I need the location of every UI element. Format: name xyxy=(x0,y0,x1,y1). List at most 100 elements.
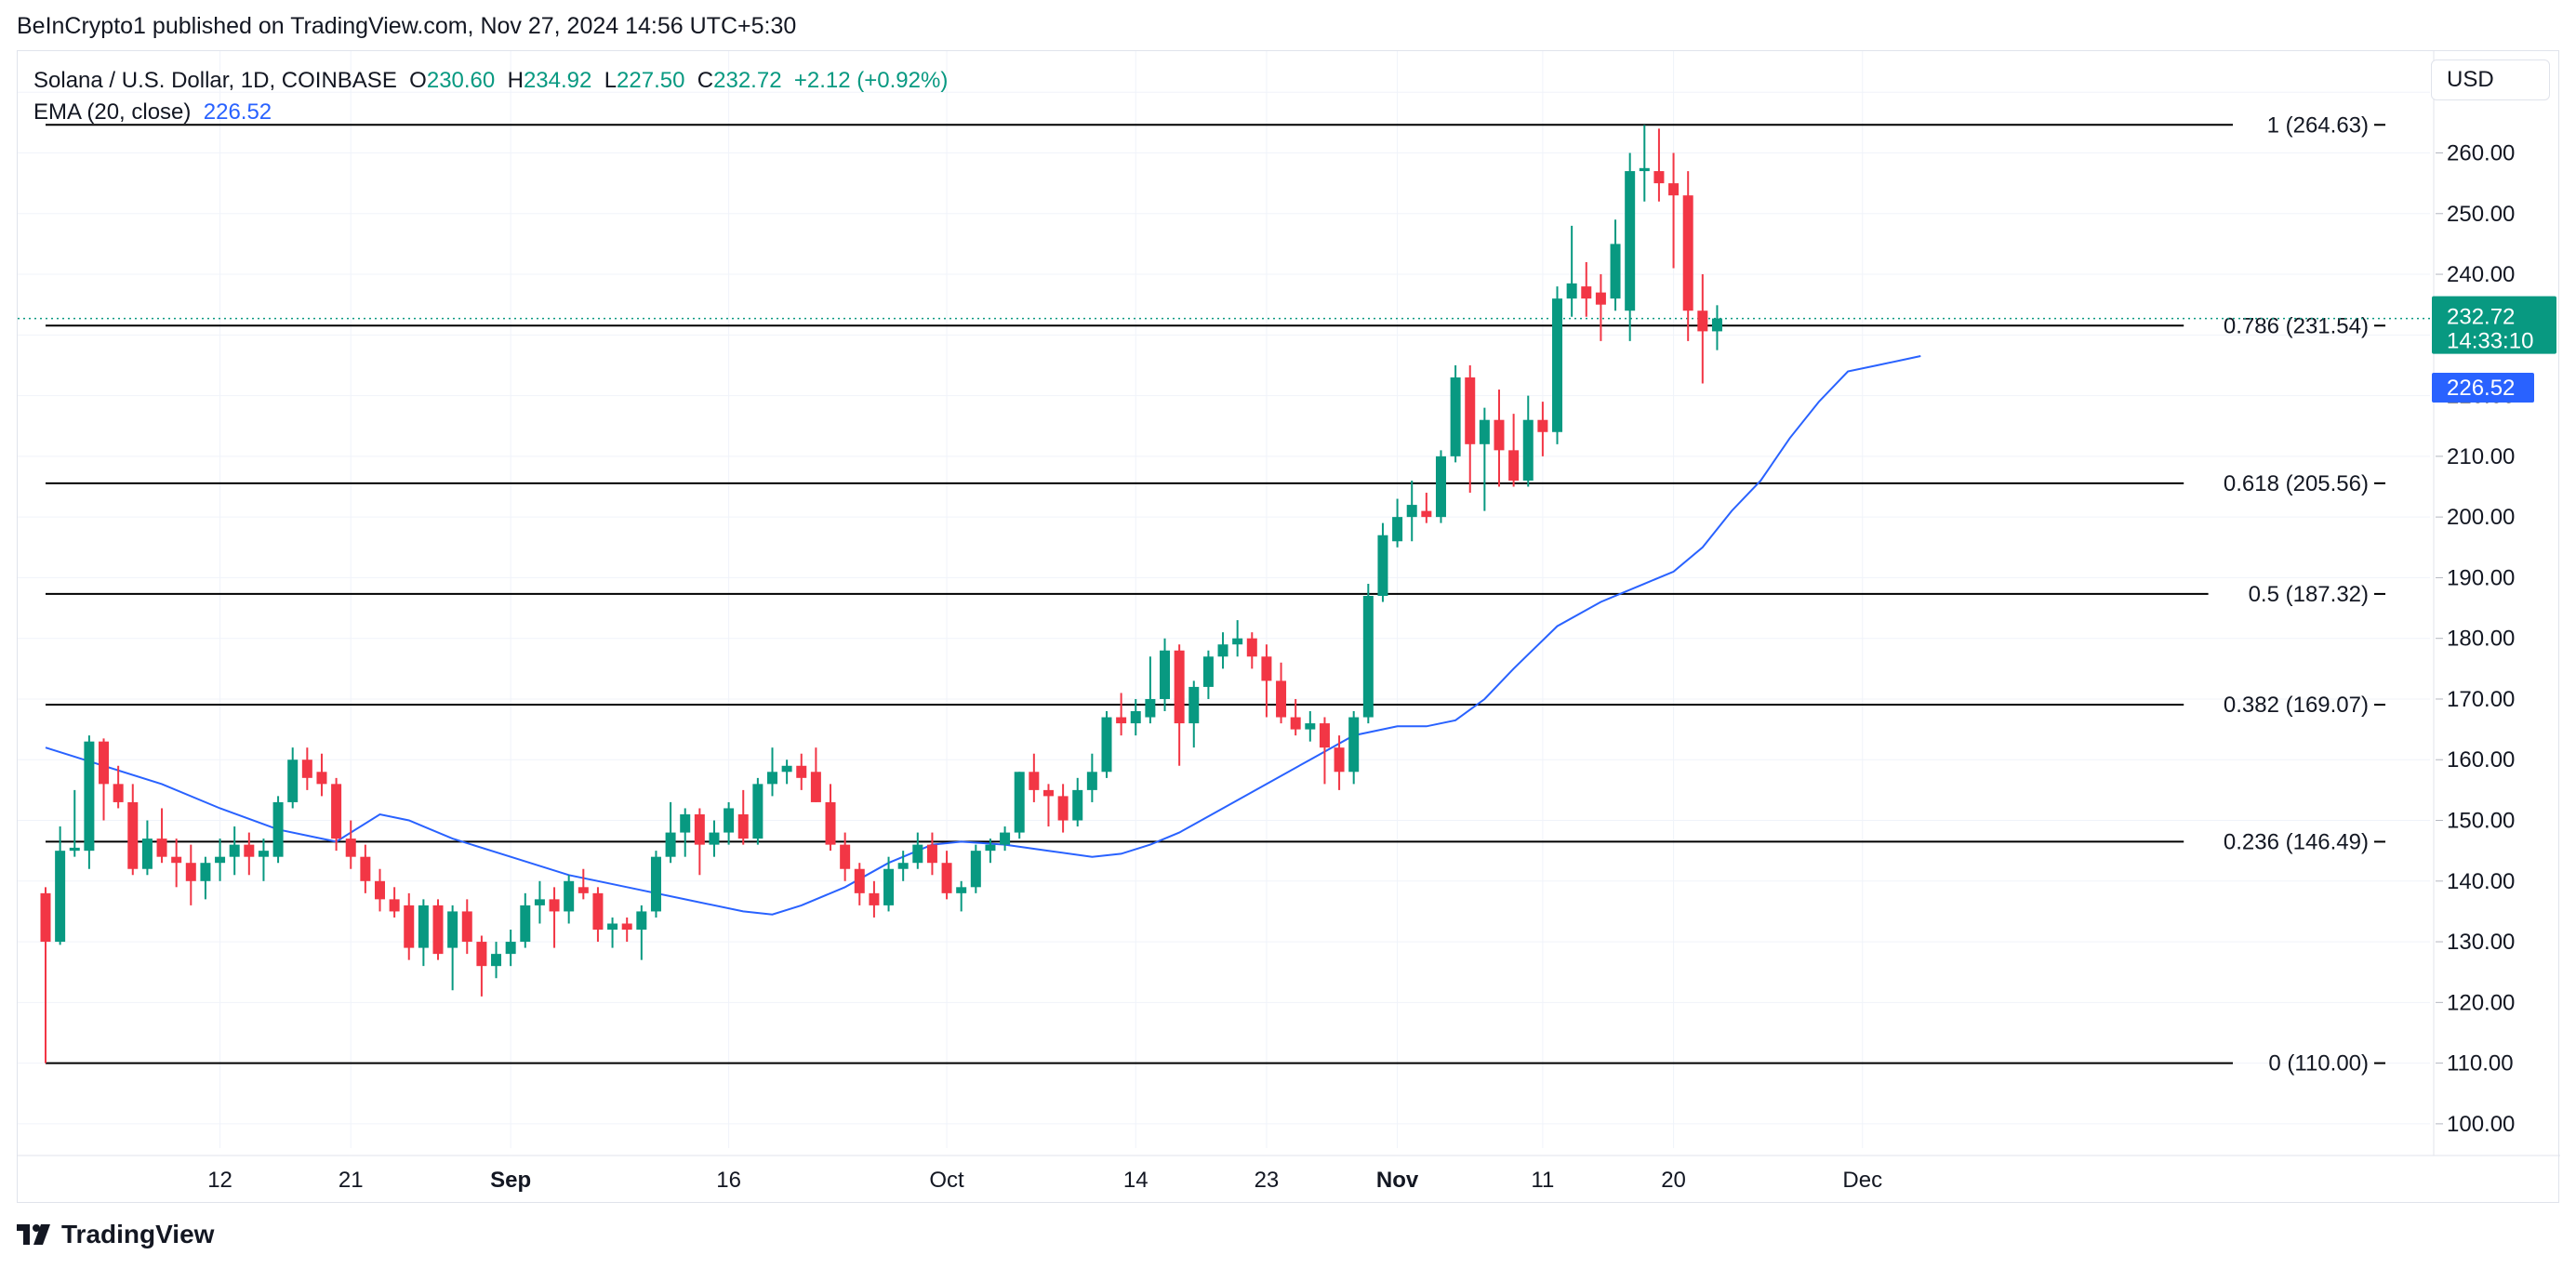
candle-body[interactable] xyxy=(1000,832,1011,845)
candle-body[interactable] xyxy=(1290,717,1301,730)
candle-body[interactable] xyxy=(1406,505,1417,518)
candle-body[interactable] xyxy=(752,784,764,839)
candle-body[interactable] xyxy=(767,772,777,785)
candle-body[interactable] xyxy=(99,741,110,785)
candle-body[interactable] xyxy=(1261,656,1272,681)
candle-body[interactable] xyxy=(476,942,487,967)
candle-body[interactable] xyxy=(1421,510,1432,518)
candle-body[interactable] xyxy=(1377,535,1388,596)
currency-button[interactable]: USD xyxy=(2431,59,2550,100)
ema-label[interactable]: EMA (20, close) xyxy=(33,99,192,125)
candle-body[interactable] xyxy=(549,899,560,912)
tradingview-logo[interactable]: TradingView xyxy=(17,1220,214,1249)
candle-body[interactable] xyxy=(1101,717,1112,773)
candle-body[interactable] xyxy=(1392,517,1403,542)
price-chart[interactable]: 1 (264.63) 0.786 (231.54) 0.618 (205.56) 0.… xyxy=(18,51,2560,1204)
candle-body[interactable] xyxy=(345,839,356,857)
candle-body[interactable] xyxy=(1276,680,1287,718)
candle-body[interactable] xyxy=(607,923,618,931)
candle-body[interactable] xyxy=(985,844,996,852)
candle-body[interactable] xyxy=(447,911,458,948)
candle-body[interactable] xyxy=(1697,310,1708,332)
candle-body[interactable] xyxy=(810,772,821,802)
candle-body[interactable] xyxy=(1305,723,1316,730)
candle-body[interactable] xyxy=(389,899,400,912)
candle-body[interactable] xyxy=(1625,171,1636,311)
candle-body[interactable] xyxy=(1246,638,1257,657)
candle-body[interactable] xyxy=(1653,171,1665,184)
candle-body[interactable] xyxy=(1537,419,1548,432)
candle-body[interactable] xyxy=(840,844,851,869)
candle-body[interactable] xyxy=(185,863,196,881)
candle-body[interactable] xyxy=(1014,772,1025,833)
candle-body[interactable] xyxy=(956,887,967,893)
candle-body[interactable] xyxy=(1334,747,1345,773)
candle-body[interactable] xyxy=(578,887,589,893)
candle-body[interactable] xyxy=(621,923,632,931)
candle-body[interactable] xyxy=(520,905,531,943)
candle-body[interactable] xyxy=(1465,377,1476,444)
candle-body[interactable] xyxy=(374,880,385,900)
candle-body[interactable] xyxy=(897,863,909,869)
candle-body[interactable] xyxy=(1566,283,1577,299)
candle-body[interactable] xyxy=(404,905,415,948)
candle-body[interactable] xyxy=(432,905,444,955)
candle-body[interactable] xyxy=(724,808,735,833)
candle-body[interactable] xyxy=(1435,456,1446,518)
candle-body[interactable] xyxy=(1522,419,1534,481)
candle-body[interactable] xyxy=(883,868,895,905)
candle-body[interactable] xyxy=(301,759,312,778)
candle-body[interactable] xyxy=(113,784,124,802)
candle-body[interactable] xyxy=(1610,244,1621,299)
candle-body[interactable] xyxy=(650,856,661,912)
candle-body[interactable] xyxy=(127,801,139,869)
candle-body[interactable] xyxy=(287,759,299,802)
candle-body[interactable] xyxy=(1145,698,1156,718)
candle-body[interactable] xyxy=(1232,638,1243,645)
candle-body[interactable] xyxy=(694,813,705,845)
candle-body[interactable] xyxy=(869,892,880,905)
candle-body[interactable] xyxy=(171,856,182,864)
candle-body[interactable] xyxy=(912,844,923,864)
candle-body[interactable] xyxy=(1450,377,1461,456)
candle-body[interactable] xyxy=(141,839,153,869)
candle-body[interactable] xyxy=(258,851,269,857)
candle-body[interactable] xyxy=(272,801,284,857)
candle-body[interactable] xyxy=(244,844,255,857)
candle-body[interactable] xyxy=(1362,596,1374,718)
candle-body[interactable] xyxy=(69,847,80,852)
candle-body[interactable] xyxy=(680,813,691,833)
candle-body[interactable] xyxy=(1217,644,1228,657)
candle-body[interactable] xyxy=(40,892,51,943)
candle-body[interactable] xyxy=(970,851,981,888)
candle-body[interactable] xyxy=(505,942,516,955)
candle-body[interactable] xyxy=(636,911,647,931)
candle-body[interactable] xyxy=(665,832,676,857)
symbol-title[interactable]: Solana / U.S. Dollar, 1D, COINBASE xyxy=(33,68,397,93)
candle-body[interactable] xyxy=(1479,419,1490,444)
candle-body[interactable] xyxy=(1174,650,1185,724)
candle-body[interactable] xyxy=(1130,711,1141,724)
candle-body[interactable] xyxy=(331,784,342,839)
candle-body[interactable] xyxy=(1057,796,1069,821)
candle-body[interactable] xyxy=(1319,723,1330,748)
candle-body[interactable] xyxy=(796,765,807,778)
candle-body[interactable] xyxy=(84,741,95,852)
candle-body[interactable] xyxy=(1711,318,1722,332)
candle-body[interactable] xyxy=(461,911,472,943)
candle-body[interactable] xyxy=(1508,450,1520,481)
candle-body[interactable] xyxy=(1029,772,1040,790)
candle-body[interactable] xyxy=(1116,717,1127,724)
candle-body[interactable] xyxy=(1086,772,1097,790)
candle-body[interactable] xyxy=(825,801,836,845)
candle-body[interactable] xyxy=(1160,650,1171,699)
candle-body[interactable] xyxy=(1202,656,1214,687)
candle-body[interactable] xyxy=(360,856,371,881)
candle-body[interactable] xyxy=(200,863,211,881)
candle-body[interactable] xyxy=(737,813,749,839)
candle-body[interactable] xyxy=(1072,789,1083,821)
candle-body[interactable] xyxy=(1639,167,1650,172)
candle-body[interactable] xyxy=(316,772,327,785)
candle-body[interactable] xyxy=(229,844,240,857)
candle-body[interactable] xyxy=(1595,292,1606,305)
